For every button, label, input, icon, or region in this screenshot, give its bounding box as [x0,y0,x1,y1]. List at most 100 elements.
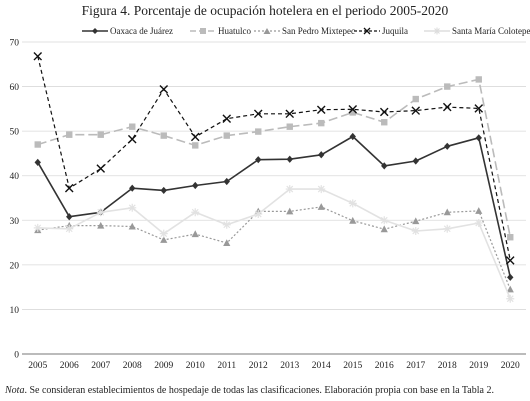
series-0-point [475,134,482,142]
series-3-point [127,134,137,144]
series-1-point [318,119,325,127]
series-3-point [96,164,106,173]
series-1-point [129,123,136,130]
series-4-point [348,199,357,208]
y-tick-label: 50 [10,128,20,138]
series-4-point [128,203,137,212]
y-tick-label: 0 [14,351,19,361]
series-0-point [129,184,136,192]
series-3-point [348,105,358,114]
series-0-point [381,162,388,170]
series-1-point [255,128,262,135]
x-tick-label: 2012 [249,361,268,371]
series-4-point [285,185,294,194]
series-1-point [223,132,230,139]
series-1-point [97,131,104,138]
series-4-point [380,216,389,225]
series-4-point [96,208,105,217]
y-tick-label: 70 [10,39,20,49]
series-1-line [37,78,512,238]
series-0-point [318,151,325,159]
series-2-line [37,206,511,290]
series-0-point [507,273,514,281]
series-2-point [475,207,483,214]
series-1-point [286,123,293,130]
series-3-point [253,109,263,119]
series-3-point [33,51,43,61]
series-0-point [286,155,293,163]
series-4-point [443,224,452,233]
note-label: Nota [5,385,25,396]
legend-item-huatulco: Huatulco [190,26,251,36]
x-tick-label: 2011 [217,361,236,371]
series-3-point [64,183,74,193]
series-2-point [223,239,231,247]
x-tick-label: 2007 [91,361,110,371]
series-4-point [159,229,168,238]
series-4-point [191,208,200,217]
series-1-point [66,131,73,138]
series-lines [33,51,515,303]
chart-title: Figura 4. Porcentaje de ocupación hotele… [81,3,449,18]
series-4-point [506,294,515,303]
series-0-point [223,177,230,186]
series-0-point [444,142,451,150]
series-1-point [381,119,388,126]
series-3 [33,51,515,265]
series-2-point [97,221,105,229]
y-tick-label: 10 [10,306,20,316]
series-1 [34,76,514,241]
x-tick-label: 2020 [501,361,520,371]
series-2 [34,203,514,293]
legend-item-santa-maria: Santa María Colotepec [424,26,530,36]
x-tick-label: 2013 [280,361,299,371]
legend-swatch-san-pedro [254,28,280,34]
series-4-point [33,223,42,232]
series-4-point [474,218,483,227]
y-tick-label: 20 [10,261,20,271]
series-0-point [349,132,356,141]
series-0 [34,132,514,281]
series-2-point [128,222,136,230]
legend-swatch-juquila [354,27,380,35]
y-tick-label: 30 [10,217,20,227]
series-2-point [380,225,388,233]
series-0-line [37,135,512,278]
series-2-point [506,285,514,293]
series-3-point [442,102,452,112]
series-3-point [505,256,515,265]
series-2-point [412,217,420,225]
series-2-point [286,207,294,215]
series-2-point [317,203,325,210]
legend-label-juquila: Juquila [382,26,408,36]
legend-swatch-huatulco [190,28,216,34]
figure-note: Nota. Se consideran establecimientos de … [5,385,494,396]
series-4-line [37,188,512,300]
legend-item-san-pedro: San Pedro Mixtepec [254,26,355,36]
series-1-point [192,142,199,149]
x-tick-label: 2017 [406,361,425,371]
series-4-point [411,226,420,235]
legend-swatch-oaxaca [82,28,108,34]
series-1-point [475,76,482,83]
series-4-point [65,224,74,233]
series-1-point [34,141,41,148]
x-tick-label: 2015 [343,361,362,371]
x-tick-label: 2010 [186,361,205,371]
y-tick-label: 40 [10,172,20,182]
series-4-point [317,185,326,194]
series-0-point [34,158,41,166]
legend-label-san-pedro: San Pedro Mixtepec [282,26,355,36]
series-1-point [507,234,514,241]
series-1-point [412,95,419,103]
x-tick-label: 2006 [60,361,79,371]
series-3-point [411,106,421,115]
legend-item-juquila: Juquila [354,26,408,36]
note-text: . Se consideran establecimientos de hosp… [24,385,494,396]
series-1-point [444,83,451,90]
legend-label-huatulco: Huatulco [218,26,251,36]
series-3-point [222,114,232,123]
series-0-point [255,156,262,164]
series-3-point [285,109,295,119]
series-2-point [443,208,451,216]
